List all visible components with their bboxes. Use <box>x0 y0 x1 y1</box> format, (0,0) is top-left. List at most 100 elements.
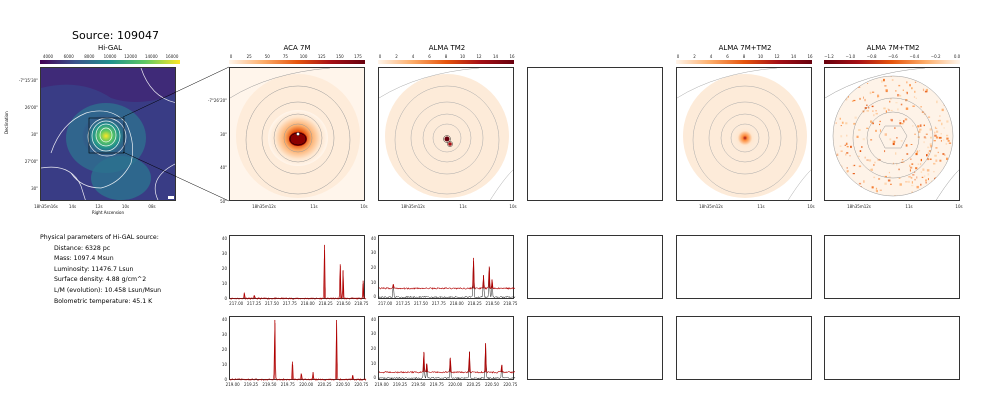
noise-pixel <box>895 102 898 104</box>
spectrum-x-tick: 218.00 <box>300 301 315 306</box>
noise-pixel <box>866 159 869 161</box>
tick-label: 175 <box>354 54 362 59</box>
noise-pixel <box>890 109 893 112</box>
noise-pixel <box>934 154 937 157</box>
tick-label: 18h35m12s <box>252 204 276 209</box>
noise-pixel <box>909 164 911 167</box>
param-luminosity: Luminosity: 11476.7 Lsun <box>54 265 134 273</box>
noise-pixel <box>923 124 925 127</box>
noise-pixel <box>937 151 939 154</box>
spectrum-x-tick: 217.25 <box>247 301 262 306</box>
tick-label: 11s <box>310 204 318 209</box>
noise-pixel <box>835 122 837 124</box>
noise-pixel <box>839 145 842 147</box>
noise-pixel <box>921 176 924 178</box>
noise-pixel <box>929 158 932 160</box>
spectrum-x-tick: 218.50 <box>485 301 500 306</box>
empty-spectrum-panel <box>527 235 663 299</box>
tick-label: 8000 <box>84 54 95 59</box>
noise-pixel <box>905 181 908 183</box>
noise-pixel <box>911 163 914 165</box>
noise-pixel <box>874 161 876 164</box>
spectrum-panel <box>378 235 516 299</box>
noise-pixel <box>895 90 897 92</box>
noise-pixel <box>902 89 904 91</box>
noise-pixel <box>946 120 949 123</box>
tick-label: 10 <box>757 54 764 59</box>
tick-label: 30" <box>31 132 38 137</box>
noise-pixel <box>912 105 915 107</box>
noise-pixel <box>873 164 875 166</box>
noise-pixel <box>871 122 874 124</box>
noise-pixel <box>933 171 935 173</box>
physical-parameters: Physical parameters of Hi-GAL source: Di… <box>40 233 161 307</box>
noise-pixel <box>912 125 914 127</box>
aca-title: ACA 7M <box>283 44 311 52</box>
tick-label: 12 <box>476 54 482 59</box>
noise-pixel <box>840 125 842 127</box>
noise-pixel <box>935 147 938 149</box>
noise-pixel <box>887 179 891 182</box>
spectrum-y-tick: 40 <box>370 235 376 241</box>
tick-label: 10 <box>459 54 466 59</box>
combo-tp-title: ALMA 7M+TM2 <box>866 44 920 52</box>
noise-pixel <box>859 150 862 152</box>
spectrum-x-tick: 219.25 <box>244 382 259 387</box>
noise-pixel <box>947 140 950 142</box>
noise-pixel <box>846 146 849 148</box>
noise-pixel <box>889 100 891 103</box>
noise-pixel <box>875 129 877 132</box>
spectrum-x-tick: 217.75 <box>282 301 297 306</box>
noise-pixel <box>916 176 918 179</box>
noise-pixel <box>913 96 916 98</box>
noise-pixel <box>897 94 900 97</box>
noise-pixel <box>878 178 881 180</box>
noise-pixel <box>909 169 911 172</box>
tm2-colorbar <box>378 60 514 64</box>
spectrum-x-tick: 217.50 <box>264 301 279 306</box>
param-lm: L/M (evolution): 10.458 Lsun/Msun <box>54 286 162 294</box>
noise-pixel <box>884 150 886 153</box>
tick-label: 27'00" <box>24 159 38 164</box>
noise-pixel <box>852 164 854 167</box>
spectrum-x-tick: 218.50 <box>336 301 351 306</box>
noise-pixel <box>927 146 930 149</box>
noise-pixel <box>890 118 893 121</box>
spectrum-panel <box>378 316 516 380</box>
noise-pixel <box>836 153 839 156</box>
noise-pixel <box>883 107 886 110</box>
noise-pixel <box>841 165 843 168</box>
tick-label: 4 <box>709 54 713 59</box>
noise-pixel <box>926 154 928 157</box>
spectrum-y-tick: 10 <box>221 280 227 286</box>
noise-pixel <box>937 120 940 122</box>
noise-pixel <box>946 134 949 137</box>
empty-spectrum-panel <box>676 235 812 299</box>
tick-label: 6 <box>726 54 729 59</box>
spectrum-x-tick: 218.00 <box>449 301 464 306</box>
noise-pixel <box>928 116 931 118</box>
tick-label: 150 <box>336 54 344 59</box>
spectrum-plot <box>229 319 367 381</box>
noise-pixel <box>914 178 916 181</box>
spectrum-line <box>378 344 516 380</box>
spectrum-panel <box>229 235 367 300</box>
noise-pixel <box>892 162 894 165</box>
noise-pixel <box>859 97 861 100</box>
noise-pixel <box>904 118 908 121</box>
tick-label: 18h35m12s <box>699 204 723 209</box>
noise-pixel <box>922 88 925 92</box>
spectrum-x-tick: 217.75 <box>431 301 446 306</box>
tick-label: 0 <box>378 54 382 59</box>
tick-label: 8 <box>444 54 448 59</box>
noise-pixel <box>915 152 918 156</box>
tick-label: 16000 <box>165 54 179 59</box>
param-mass: Mass: 1097.4 Msun <box>54 255 114 263</box>
spectrum-y-tick: 20 <box>370 346 376 351</box>
noise-pixel <box>906 81 908 84</box>
noise-pixel <box>910 176 913 179</box>
noise-pixel <box>879 120 881 123</box>
noise-pixel <box>892 140 895 143</box>
noise-pixel <box>888 171 890 174</box>
